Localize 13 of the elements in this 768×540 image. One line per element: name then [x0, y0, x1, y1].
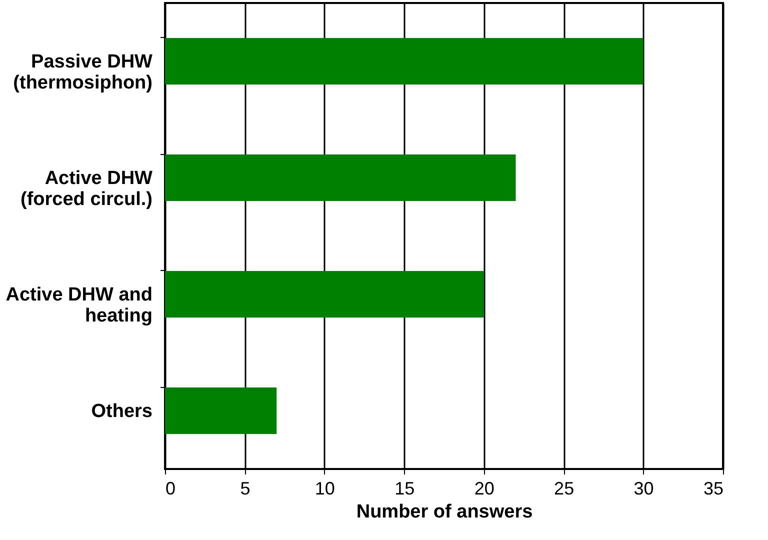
- x-tick-label: 30: [634, 478, 654, 498]
- y-tick-label: Passive DHW (thermosiphon): [13, 51, 153, 94]
- x-tick-label: 20: [474, 478, 494, 498]
- x-axis-title: Number of answers: [356, 502, 533, 522]
- y-tick-label: Active DHW (forced circul.): [20, 168, 153, 210]
- x-tick-label: 5: [240, 478, 250, 498]
- x-tick-label: 15: [394, 478, 415, 498]
- x-tick-label: 10: [314, 478, 335, 498]
- x-tick-label: 35: [703, 478, 724, 498]
- y-tick-label: Others: [91, 400, 152, 422]
- x-tick-label: 0: [166, 478, 176, 498]
- x-tick-label: 25: [554, 478, 574, 498]
- y-tick-label: Active DHW and heating: [6, 284, 152, 326]
